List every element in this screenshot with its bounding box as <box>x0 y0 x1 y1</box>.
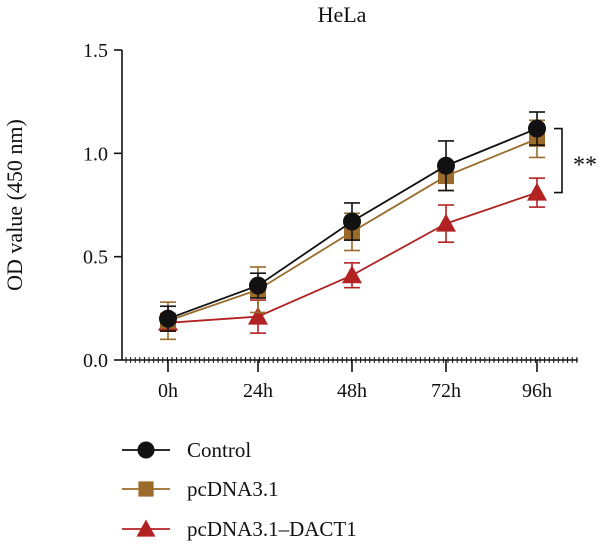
legend-item: pcDNA3.1–DACT1 <box>122 517 357 541</box>
significance-bracket <box>554 127 563 194</box>
x-tick-label: 96h <box>522 380 552 402</box>
x-tick-label: 48h <box>337 380 367 402</box>
legend-marker <box>137 441 155 459</box>
data-point <box>342 265 362 284</box>
data-point <box>527 182 547 201</box>
significance-annotation: ** <box>554 127 597 194</box>
y-tick-label: 1.5 <box>83 40 108 62</box>
legend: Control pcDNA3.1 pcDNA3.1–DACT1 <box>122 438 357 541</box>
legend-marker <box>136 519 156 537</box>
legend-label: pcDNA3.1 <box>187 477 279 501</box>
y-tick-label: 1.0 <box>83 143 108 165</box>
data-point <box>436 213 456 232</box>
x-minor-ticks <box>125 357 578 363</box>
data-point <box>437 156 455 175</box>
y-tick-label: 0.0 <box>83 350 108 372</box>
x-tick-label: 0h <box>158 380 178 402</box>
significance-label: ** <box>573 153 597 179</box>
data-point <box>159 309 177 328</box>
legend-marker <box>138 481 154 497</box>
data-point <box>249 276 267 295</box>
legend-label: pcDNA3.1–DACT1 <box>187 517 357 541</box>
chart-title: HeLa <box>318 2 367 27</box>
legend-item: pcDNA3.1 <box>122 477 279 501</box>
x-tick-label: 72h <box>431 380 461 402</box>
y-axis-label: OD value (450 nm) <box>2 119 27 291</box>
axes: 0.0 0.5 1.0 1.5 0h 24h 48h 72h 96h <box>83 40 578 402</box>
legend-item: Control <box>122 438 251 462</box>
legend-label: Control <box>187 438 251 462</box>
y-tick-label: 0.5 <box>83 247 108 269</box>
series-pcdna3-1-dact1 <box>158 177 547 334</box>
data-point <box>528 119 546 138</box>
series-control <box>159 111 546 332</box>
x-tick-label: 24h <box>243 380 273 402</box>
data-point <box>248 306 268 325</box>
plot-area <box>158 111 547 341</box>
data-point <box>343 212 361 231</box>
